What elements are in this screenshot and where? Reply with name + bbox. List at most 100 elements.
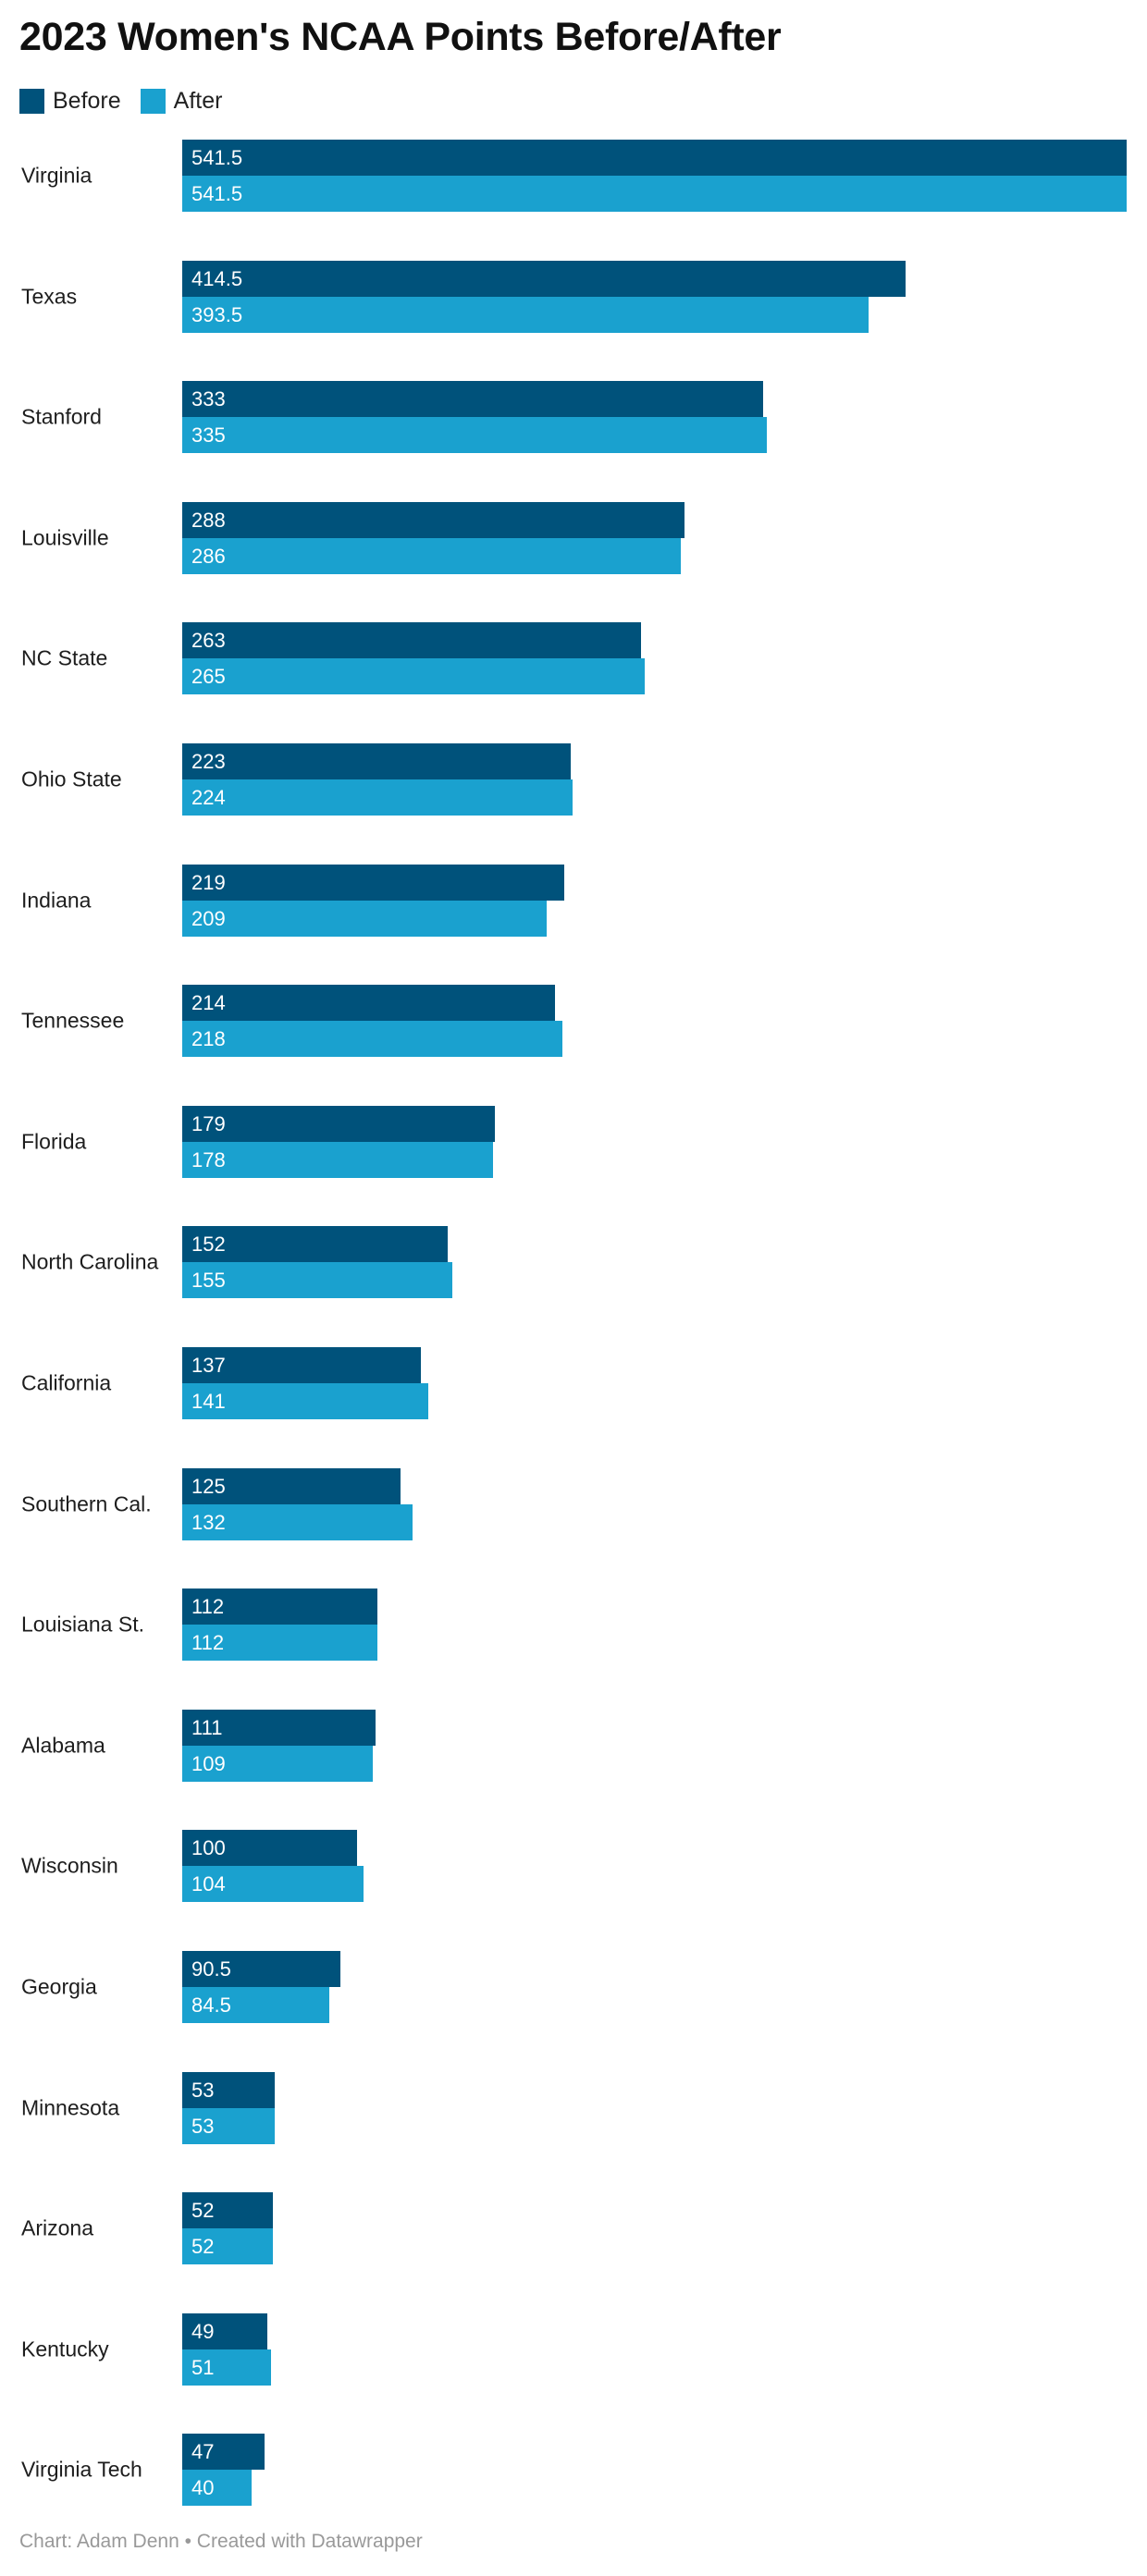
category-label: Texas: [21, 284, 78, 309]
category-label: NC State: [21, 645, 108, 670]
chart-row: Virginia 541.5 541.5: [0, 140, 1147, 212]
chart-row: NC State 263 265: [0, 622, 1147, 694]
bar-before: 125: [182, 1468, 401, 1504]
bar-before: 288: [182, 502, 684, 538]
bar-before: 49: [182, 2313, 267, 2349]
category-label: Virginia: [21, 163, 92, 188]
bar-value-label: 223: [191, 750, 226, 773]
bar-value-label: 53: [191, 2079, 215, 2102]
bar-value-label: 393.5: [191, 303, 243, 326]
bar-before: 111: [182, 1710, 376, 1746]
chart-row: Louisville 288 286: [0, 502, 1147, 574]
bar-after: 52: [182, 2228, 273, 2264]
bar-after: 112: [182, 1625, 377, 1661]
category-label: Florida: [21, 1129, 87, 1154]
bar-value-label: 219: [191, 871, 226, 894]
bar-value-label: 218: [191, 1027, 226, 1050]
bar-value-label: 263: [191, 629, 226, 652]
bar-value-label: 40: [191, 2476, 215, 2499]
bar-after: 104: [182, 1866, 364, 1902]
bar-value-label: 152: [191, 1233, 226, 1256]
bar-value-label: 155: [191, 1269, 226, 1292]
bar-before: 223: [182, 743, 571, 779]
bar-value-label: 132: [191, 1511, 226, 1534]
category-label: Kentucky: [21, 2337, 109, 2361]
category-label: California: [21, 1370, 112, 1395]
bar-after: 218: [182, 1021, 562, 1057]
bar-before: 100: [182, 1830, 357, 1866]
category-label: Louisville: [21, 525, 109, 550]
category-label: Southern Cal.: [21, 1491, 152, 1516]
category-label: Stanford: [21, 404, 102, 429]
bar-value-label: 541.5: [191, 146, 243, 169]
bar-value-label: 52: [191, 2199, 215, 2222]
bar-value-label: 125: [191, 1475, 226, 1498]
bar-before: 152: [182, 1226, 448, 1262]
chart-row: Stanford 333 335: [0, 381, 1147, 453]
bar-after: 84.5: [182, 1987, 329, 2023]
bar-after: 141: [182, 1383, 428, 1419]
bar-before: 112: [182, 1589, 377, 1625]
bar-before: 90.5: [182, 1951, 340, 1987]
chart-row: Louisiana St. 112 112: [0, 1589, 1147, 1661]
bar-before: 414.5: [182, 261, 906, 297]
bar-after: 209: [182, 901, 547, 937]
category-label: Arizona: [21, 2215, 93, 2240]
chart-row: California 137 141: [0, 1347, 1147, 1419]
bar-value-label: 178: [191, 1148, 226, 1171]
chart-row: Ohio State 223 224: [0, 743, 1147, 816]
legend-item-before: Before: [19, 88, 121, 115]
bar-value-label: 53: [191, 2115, 215, 2138]
category-label: North Carolina: [21, 1249, 159, 1274]
category-label: Tennessee: [21, 1008, 125, 1033]
bar-after: 178: [182, 1142, 493, 1178]
bar-value-label: 49: [191, 2320, 215, 2343]
bar-before: 52: [182, 2192, 273, 2228]
bar-value-label: 214: [191, 991, 226, 1014]
bar-value-label: 104: [191, 1872, 226, 1895]
bar-before: 541.5: [182, 140, 1127, 176]
bar-value-label: 335: [191, 423, 226, 447]
chart-row: Georgia 90.5 84.5: [0, 1951, 1147, 2023]
bar-before: 53: [182, 2072, 275, 2108]
legend-swatch-after-icon: [140, 89, 166, 114]
chart-row: Texas 414.5 393.5: [0, 261, 1147, 333]
bar-value-label: 84.5: [191, 1993, 231, 2017]
chart-row: Alabama 111 109: [0, 1710, 1147, 1782]
bar-value-label: 265: [191, 665, 226, 688]
bar-value-label: 90.5: [191, 1957, 231, 1981]
bar-value-label: 141: [191, 1390, 226, 1413]
bar-value-label: 224: [191, 786, 226, 809]
category-label: Minnesota: [21, 2095, 120, 2120]
chart-row: Florida 179 178: [0, 1106, 1147, 1178]
bar-value-label: 51: [191, 2356, 215, 2379]
chart-legend: Before After: [19, 88, 241, 115]
bar-value-label: 109: [191, 1752, 226, 1775]
bar-before: 219: [182, 865, 564, 901]
category-label: Ohio State: [21, 767, 122, 791]
category-label: Wisconsin: [21, 1853, 118, 1878]
bar-before: 333: [182, 381, 763, 417]
category-label: Alabama: [21, 1733, 105, 1758]
bar-before: 137: [182, 1347, 421, 1383]
bar-after: 265: [182, 658, 645, 694]
category-label: Louisiana St.: [21, 1612, 144, 1637]
bar-after: 51: [182, 2349, 271, 2386]
category-label: Indiana: [21, 888, 92, 913]
bar-after: 155: [182, 1262, 452, 1298]
bar-after: 40: [182, 2470, 252, 2506]
chart-row: Tennessee 214 218: [0, 985, 1147, 1057]
legend-swatch-before-icon: [19, 89, 44, 114]
chart-row: Minnesota 53 53: [0, 2072, 1147, 2144]
bar-value-label: 100: [191, 1836, 226, 1859]
bar-after: 393.5: [182, 297, 869, 333]
bar-value-label: 112: [191, 1631, 225, 1654]
bar-after: 224: [182, 779, 573, 816]
bar-before: 179: [182, 1106, 495, 1142]
bar-after: 286: [182, 538, 681, 574]
bar-value-label: 209: [191, 907, 226, 930]
bar-value-label: 288: [191, 509, 226, 532]
bar-value-label: 179: [191, 1112, 226, 1135]
chart-title: 2023 Women's NCAA Points Before/After: [19, 15, 782, 59]
